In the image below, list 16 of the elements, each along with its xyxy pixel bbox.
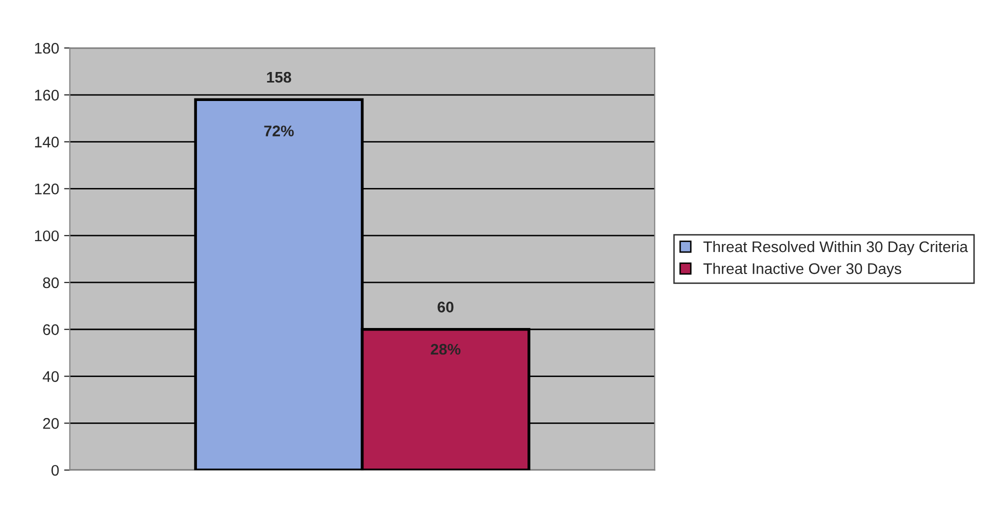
legend-label: Threat Inactive Over 30 Days [703,262,902,278]
y-tick-label: 160 [35,90,59,101]
y-tick-label: 120 [35,184,59,194]
legend-label: Threat Resolved Within 30 Day Criteria [703,240,968,256]
data-label: 158 [267,72,292,83]
y-tick-label: 80 [43,277,59,288]
data-label: 60 [438,302,454,312]
y-tick-label: 20 [43,418,59,429]
y-tick-label: 0 [51,464,59,476]
y-tick-label: 40 [42,371,59,382]
annotation: 28% [430,344,460,355]
annotation: 72% [264,126,294,136]
y-tick-label: 140 [35,136,59,148]
y-tick-label: 60 [43,324,59,336]
y-tick-label: 180 [35,42,59,54]
y-tick-label: 100 [35,230,59,242]
